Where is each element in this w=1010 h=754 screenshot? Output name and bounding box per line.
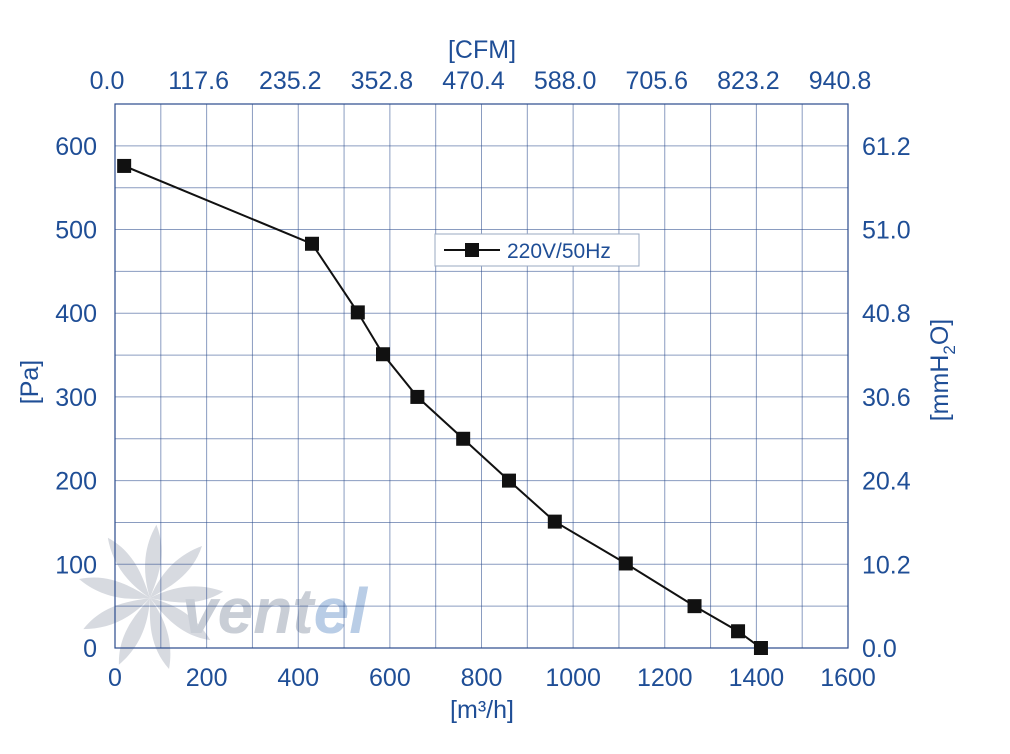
series-line <box>123 165 762 649</box>
y2-tick-label: 51.0 <box>862 217 911 245</box>
x2-tick-label: 823.2 <box>717 67 780 95</box>
x2-tick-label: 117.6 <box>168 67 229 95</box>
x-tick-label: 800 <box>461 664 503 692</box>
y-tick-label: 300 <box>55 384 97 412</box>
fan-blade <box>150 586 224 603</box>
y2-tick-label: 20.4 <box>862 468 911 496</box>
x-tick-label: 1200 <box>637 664 693 692</box>
x2-tick-label: 235.2 <box>259 67 322 95</box>
data-point-marker <box>350 305 365 320</box>
chart-legend: 220V/50Hz <box>434 233 640 267</box>
data-point-marker <box>547 514 562 529</box>
series-220v-50hz <box>117 158 768 655</box>
y-tick-label: 200 <box>55 468 97 496</box>
x-tick-label: 400 <box>277 664 319 692</box>
ventel-watermark-logo: ventel <box>78 524 368 670</box>
x2-tick-label: 705.6 <box>625 67 688 95</box>
data-point-marker <box>304 236 319 251</box>
fan-blade <box>150 598 211 641</box>
x-tick-label: 600 <box>369 664 411 692</box>
top-axis-title: [CFM] <box>448 36 516 64</box>
fan-blade <box>150 546 202 598</box>
data-point-marker <box>731 624 746 639</box>
y-tick-label: 100 <box>55 551 97 579</box>
data-point-marker <box>117 158 132 173</box>
data-point-marker <box>687 599 702 614</box>
y-tick-label: 600 <box>55 133 97 161</box>
plot-frame <box>114 103 849 649</box>
x2-tick-label: 0.0 <box>90 67 125 95</box>
x-tick-label: 1400 <box>729 664 785 692</box>
data-point-marker <box>501 473 516 488</box>
right-axis-title-subscript: 2 <box>940 345 959 354</box>
x-tick-label: 200 <box>186 664 228 692</box>
right-axis-title: [mmH2O] <box>926 319 959 422</box>
x-tick-label: 1600 <box>820 664 876 692</box>
fan-blade <box>145 524 162 598</box>
watermark-text-part1: vent <box>182 575 316 647</box>
grid-lines <box>114 103 849 649</box>
data-point-marker <box>456 431 471 446</box>
y2-tick-label: 61.2 <box>862 133 911 161</box>
y2-tick-label: 10.2 <box>862 551 911 579</box>
legend-marker <box>465 243 479 257</box>
fan-blade <box>149 598 171 670</box>
legend-label: 220V/50Hz <box>507 240 611 263</box>
watermark-text: ventel <box>182 575 368 647</box>
y-tick-label: 0 <box>83 635 97 663</box>
y2-tick-label: 30.6 <box>862 384 911 412</box>
watermark-text-part2: el <box>314 575 369 647</box>
x2-tick-label: 352.8 <box>351 67 414 95</box>
x2-tick-label: 470.4 <box>442 67 505 95</box>
bottom-axis-title: [m³/h] <box>450 696 514 724</box>
x-tick-label: 1000 <box>545 664 601 692</box>
data-point-marker <box>410 389 425 404</box>
right-axis-title-tail: O] <box>926 319 954 345</box>
x-tick-label: 0 <box>108 664 122 692</box>
data-point-marker <box>753 641 768 655</box>
data-point-marker <box>376 347 391 362</box>
x2-tick-label: 588.0 <box>534 67 597 95</box>
right-axis-title-unit: [mmH <box>926 355 954 422</box>
y-tick-label: 500 <box>55 217 97 245</box>
left-axis-title: [Pa] <box>16 360 44 404</box>
y2-tick-label: 0.0 <box>862 635 897 663</box>
y2-tick-label: 40.8 <box>862 300 911 328</box>
x2-tick-label: 940.8 <box>809 67 872 95</box>
fan-blade <box>107 537 150 598</box>
tick-labels: 00.0200117.6400235.2600352.8800470.41000… <box>55 67 910 692</box>
y-tick-label: 400 <box>55 300 97 328</box>
data-point-marker <box>618 556 633 571</box>
